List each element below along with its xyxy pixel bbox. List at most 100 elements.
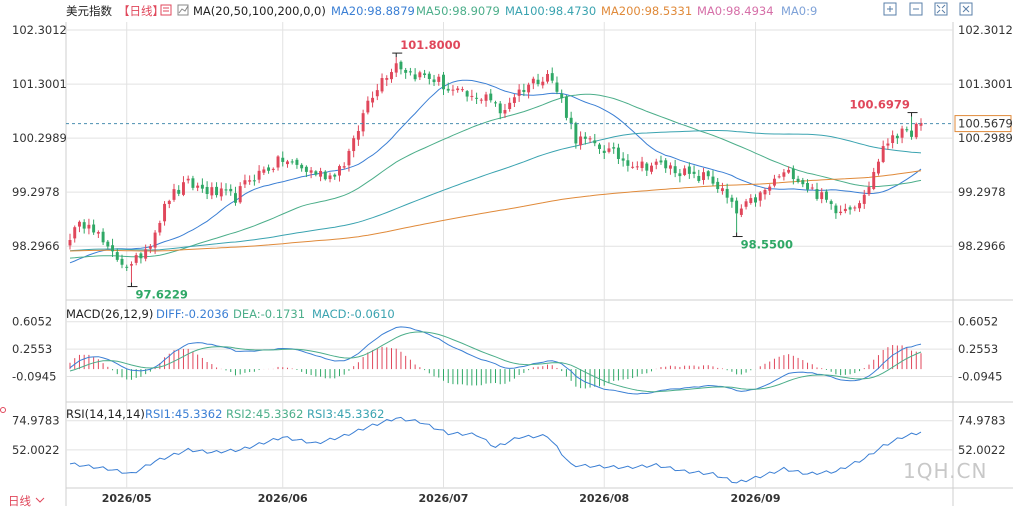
candle-body <box>744 201 748 207</box>
candle-body <box>380 78 384 92</box>
x-tick-label: 2026/08 <box>579 492 629 505</box>
footer-period-label[interactable]: 日线 <box>8 494 31 508</box>
candle-body <box>460 89 464 91</box>
candle-body <box>423 73 427 75</box>
candle-body <box>257 170 261 180</box>
chevron-icon[interactable] <box>35 497 45 503</box>
macd-axis: 0.6052 0.6052 0.2553 0.2553 -0.0945 -0.0945 <box>12 315 1002 384</box>
rsi-chart <box>69 416 922 484</box>
candle-body <box>352 138 356 152</box>
symbol-name: 美元指数 <box>66 4 112 18</box>
period-label[interactable]: 【日线】 <box>118 4 164 18</box>
candle-body <box>517 89 521 96</box>
candle-body <box>153 232 157 248</box>
candle-body <box>229 188 233 192</box>
macd-tick-label: 0.6052 <box>958 315 998 329</box>
candle-body <box>295 159 299 165</box>
watermark: 1QH.CN <box>903 459 987 483</box>
ma50-value: MA50:98.9079 <box>416 4 500 18</box>
candle-body <box>181 182 185 195</box>
candle-body <box>191 178 195 188</box>
candle-body <box>224 189 228 191</box>
candle-body <box>68 240 72 246</box>
candle-body <box>796 178 800 182</box>
candle-body <box>749 198 753 203</box>
candle-body <box>196 185 200 188</box>
candle-body <box>77 221 81 227</box>
candle-body <box>446 88 450 91</box>
macd-label: MACD(26,12,9) <box>66 307 153 321</box>
candle-body <box>470 95 474 97</box>
extreme-label: 101.8000 <box>400 38 460 52</box>
last-price-line: 100.5679 <box>66 115 1013 133</box>
candle-body <box>399 61 403 70</box>
candle-body <box>867 187 871 195</box>
candle-body <box>692 171 696 174</box>
close-icon[interactable] <box>959 2 973 16</box>
candle-body <box>919 122 923 126</box>
rsi-header: RSI(14,14,14) RSI1:45.3362 RSI2:45.3362 … <box>66 407 384 421</box>
candle-body <box>550 73 554 81</box>
candle-body <box>777 176 781 178</box>
candle-body <box>385 78 389 80</box>
macd-value: MACD:-0.0610 <box>312 307 395 321</box>
toolbar <box>883 2 973 16</box>
ma-settings-icon[interactable] <box>177 4 189 16</box>
candle-body <box>683 168 687 175</box>
candle-body <box>650 165 653 172</box>
candle-body <box>895 135 899 139</box>
candle-body <box>158 222 162 233</box>
rsi-line <box>69 416 922 484</box>
candle-body <box>375 90 379 97</box>
candle-body <box>725 188 729 198</box>
candle-body <box>394 63 398 73</box>
candle-body <box>541 81 545 86</box>
candle-body <box>787 169 791 173</box>
candle-body <box>96 232 100 234</box>
minimize-icon[interactable] <box>909 2 923 16</box>
candle-body <box>564 96 568 118</box>
candle-body <box>479 99 483 101</box>
candle-body <box>654 161 658 165</box>
candle-body <box>706 171 710 177</box>
candle-body <box>309 170 313 173</box>
x-tick-label: 2026/07 <box>419 492 469 505</box>
candle-body <box>371 97 375 103</box>
candle-body <box>739 208 743 215</box>
x-tick-label: 2026/06 <box>258 492 308 505</box>
candle-body <box>640 161 644 169</box>
grid-layer <box>65 22 1013 506</box>
rsi3-value: RSI3:45.3362 <box>307 407 384 421</box>
candle-body <box>120 258 124 265</box>
candle-body <box>267 167 271 171</box>
candle-body <box>333 174 337 177</box>
fullscreen-icon[interactable] <box>934 2 948 16</box>
candle-body <box>475 97 479 99</box>
bookmark-icon[interactable] <box>160 4 172 16</box>
candle-body <box>834 205 838 214</box>
candle-body <box>148 246 152 249</box>
candle-body <box>390 72 393 80</box>
price-tick-label-left: 102.3012 <box>12 23 67 37</box>
candle-body <box>806 182 810 190</box>
candle-body <box>579 136 583 146</box>
candle-body <box>271 168 275 170</box>
candle-body <box>163 203 167 222</box>
macd-tick-label: -0.0945 <box>958 370 1002 384</box>
candle-body <box>87 224 91 229</box>
macd-diff-line <box>69 326 922 395</box>
candle-body <box>791 168 795 180</box>
candle-body <box>820 192 824 200</box>
candle-body <box>304 166 308 172</box>
crosshair-icon[interactable] <box>0 407 6 413</box>
expand-icon[interactable] <box>883 2 897 16</box>
ma200-value: MA200:98.5331 <box>601 4 692 18</box>
extreme-label: 97.6229 <box>135 288 187 302</box>
candle-body <box>621 158 625 161</box>
candle-body <box>735 200 739 214</box>
price-tick-label-left: 101.3001 <box>12 77 67 91</box>
ma0b-value: MA0:9 <box>781 4 817 18</box>
candle-body <box>673 166 677 174</box>
